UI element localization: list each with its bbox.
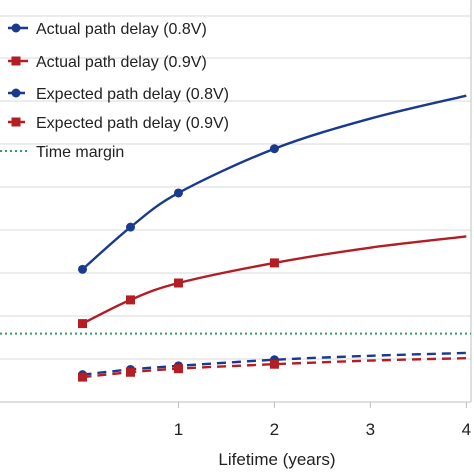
legend-label: Expected path delay (0.9V) <box>36 115 229 132</box>
series-expected-path-delay-0-9v <box>78 356 467 382</box>
data-point <box>78 264 88 274</box>
legend-label: Expected path delay (0.8V) <box>36 86 229 103</box>
data-point <box>78 372 88 382</box>
series-actual-path-delay-0-8v <box>78 94 467 274</box>
x-axis-label: Lifetime (years) <box>218 450 335 469</box>
legend-marker <box>11 23 21 33</box>
data-point <box>269 359 279 369</box>
legend-item-expected-path-delay-0-8v: Expected path delay (0.8V) <box>8 86 229 103</box>
legend-item-time-margin: Time margin <box>0 144 124 161</box>
x-tick-label: 3 <box>366 420 375 439</box>
data-point <box>173 278 183 288</box>
legend-label: Actual path delay (0.9V) <box>36 54 207 71</box>
data-point <box>173 188 183 198</box>
legend: Actual path delay (0.8V) Actual path dela… <box>0 21 229 161</box>
data-point <box>78 319 88 329</box>
data-point <box>125 367 135 377</box>
legend-label: Actual path delay (0.8V) <box>36 21 207 38</box>
legend-item-actual-path-delay-0-9v: Actual path delay (0.9V) <box>8 54 207 71</box>
legend-item-actual-path-delay-0-8v: Actual path delay (0.8V) <box>8 21 207 38</box>
series-layer <box>0 94 471 382</box>
data-point <box>269 144 279 154</box>
series-line <box>81 235 467 325</box>
gridlines <box>0 15 471 360</box>
data-point <box>125 222 135 232</box>
data-point <box>173 364 183 374</box>
legend-marker <box>11 88 21 98</box>
x-tick-labels: 1 2 3 4 <box>174 402 471 439</box>
legend-label: Time margin <box>36 144 124 161</box>
legend-item-expected-path-delay-0-9v: Expected path delay (0.9V) <box>8 115 229 132</box>
legend-marker <box>11 56 21 66</box>
data-point <box>125 295 135 305</box>
data-point <box>269 258 279 268</box>
legend-marker <box>11 117 21 127</box>
x-tick-label: 1 <box>174 420 183 439</box>
x-tick-label: 2 <box>270 420 279 439</box>
x-tick-label: 4 <box>462 420 471 439</box>
series-actual-path-delay-0-9v <box>78 235 467 329</box>
